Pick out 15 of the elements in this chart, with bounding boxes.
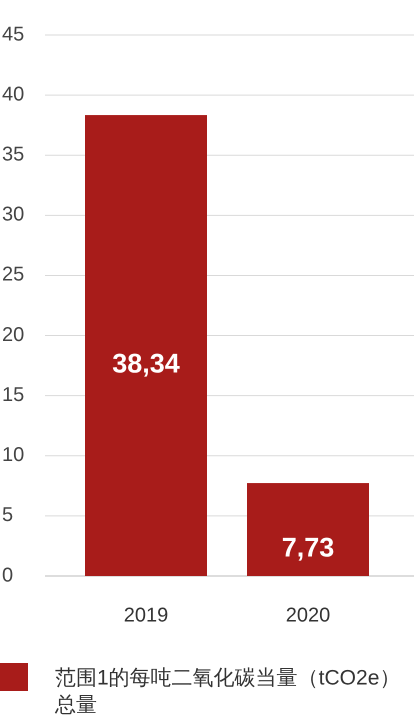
y-tick-label: 5 xyxy=(2,504,14,526)
y-tick-label: 20 xyxy=(2,324,24,346)
y-tick-label: 30 xyxy=(2,204,24,226)
data-label: 7,73 xyxy=(282,532,334,563)
y-tick-label: 40 xyxy=(2,83,24,106)
data-label: 38,34 xyxy=(112,348,180,379)
x-tick-label: 2020 xyxy=(286,604,330,626)
y-tick-label: 10 xyxy=(2,444,24,466)
legend-label: 范围1的每吨二氧化碳当量（tCO2e）总量 xyxy=(54,666,400,717)
x-tick-label: 2019 xyxy=(124,604,168,626)
y-tick-label: 25 xyxy=(2,264,24,286)
y-tick-label: 45 xyxy=(2,23,24,46)
y-tick-label: 0 xyxy=(2,564,14,586)
y-tick-label: 35 xyxy=(2,144,24,166)
y-tick-label: 15 xyxy=(2,384,24,406)
